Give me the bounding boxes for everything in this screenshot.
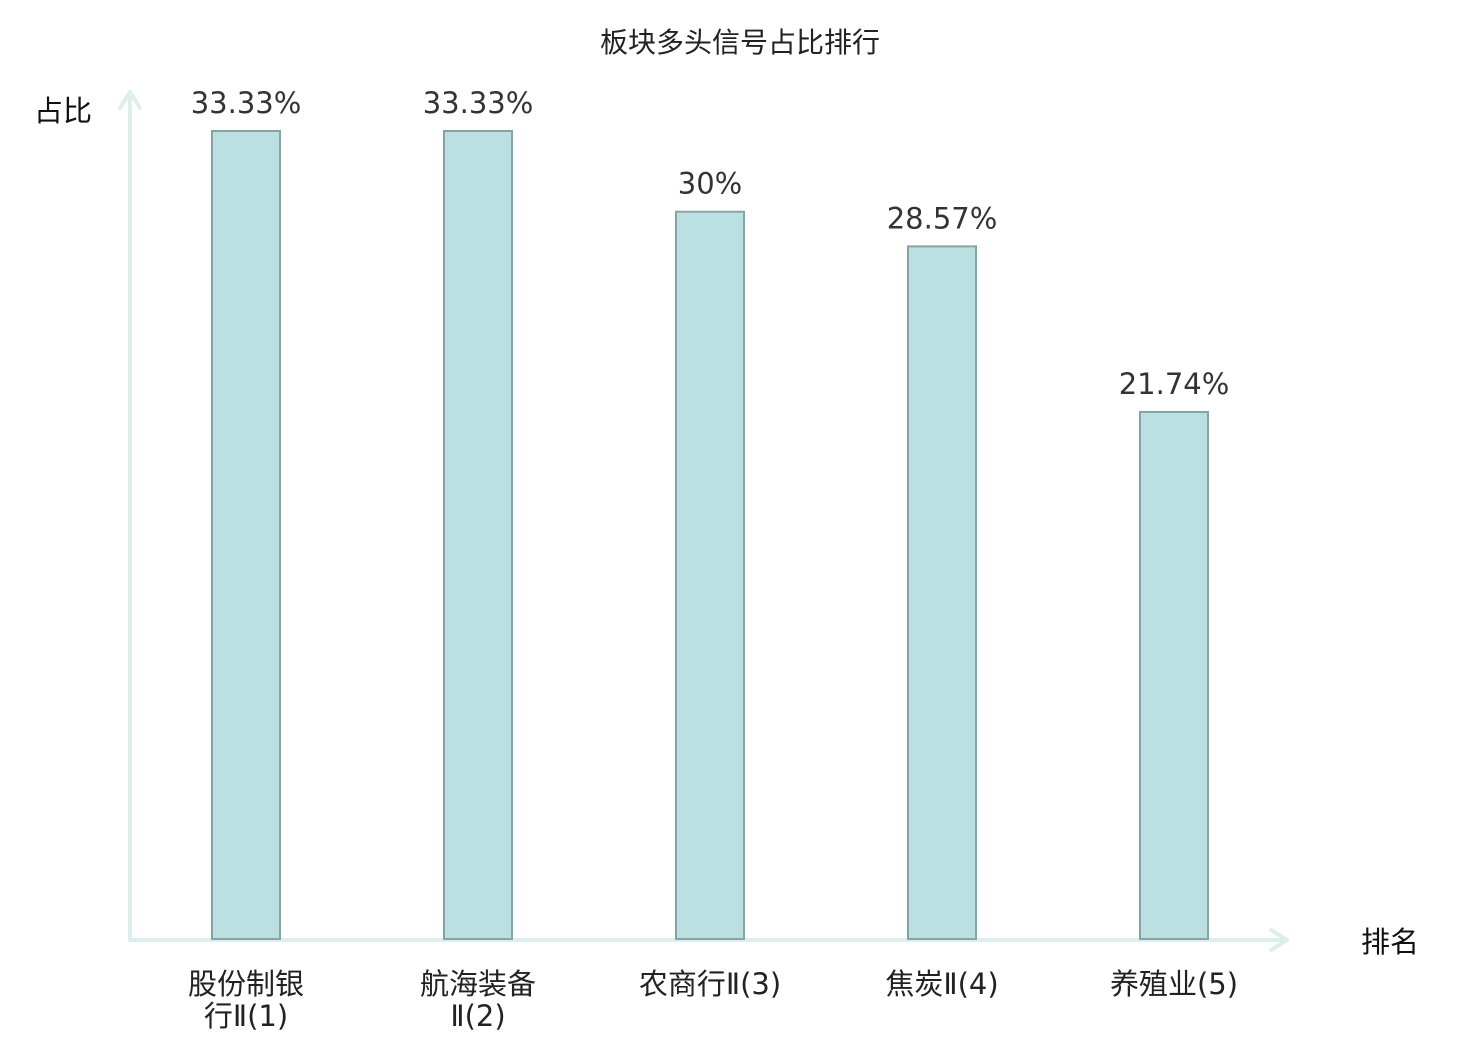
value-label-2: 33.33% (423, 86, 534, 120)
bar-2 (443, 130, 513, 940)
x-axis-arrowhead (1269, 928, 1289, 952)
value-label-5: 21.74% (1119, 367, 1230, 401)
chart-title: 板块多头信号占比排行 (600, 26, 880, 59)
category-label-2-line2: Ⅱ(2) (450, 999, 505, 1033)
category-label-2: 航海装备 (420, 967, 536, 1001)
x-axis-label: 排名 (1361, 925, 1419, 959)
category-label-1-line2: 行Ⅱ(1) (204, 999, 288, 1033)
bar-1 (211, 130, 281, 940)
value-labels-group: 33.33% 33.33% 30% 28.57% 21.74% (191, 86, 1230, 401)
category-label-5: 养殖业(5) (1110, 967, 1238, 1001)
y-axis-label: 占比 (34, 94, 92, 128)
bar-4 (907, 245, 977, 941)
bar-3 (675, 210, 745, 940)
y-axis-arrowhead (118, 90, 142, 110)
category-label-4: 焦炭Ⅱ(4) (885, 967, 998, 1001)
category-label-1: 股份制银 (188, 967, 304, 1001)
bar-5 (1139, 410, 1209, 940)
bars-group (211, 130, 1209, 941)
value-label-3: 30% (678, 167, 742, 201)
value-label-4: 28.57% (887, 201, 998, 235)
category-label-3: 农商行Ⅱ(3) (639, 967, 781, 1001)
value-label-1: 33.33% (191, 86, 302, 120)
